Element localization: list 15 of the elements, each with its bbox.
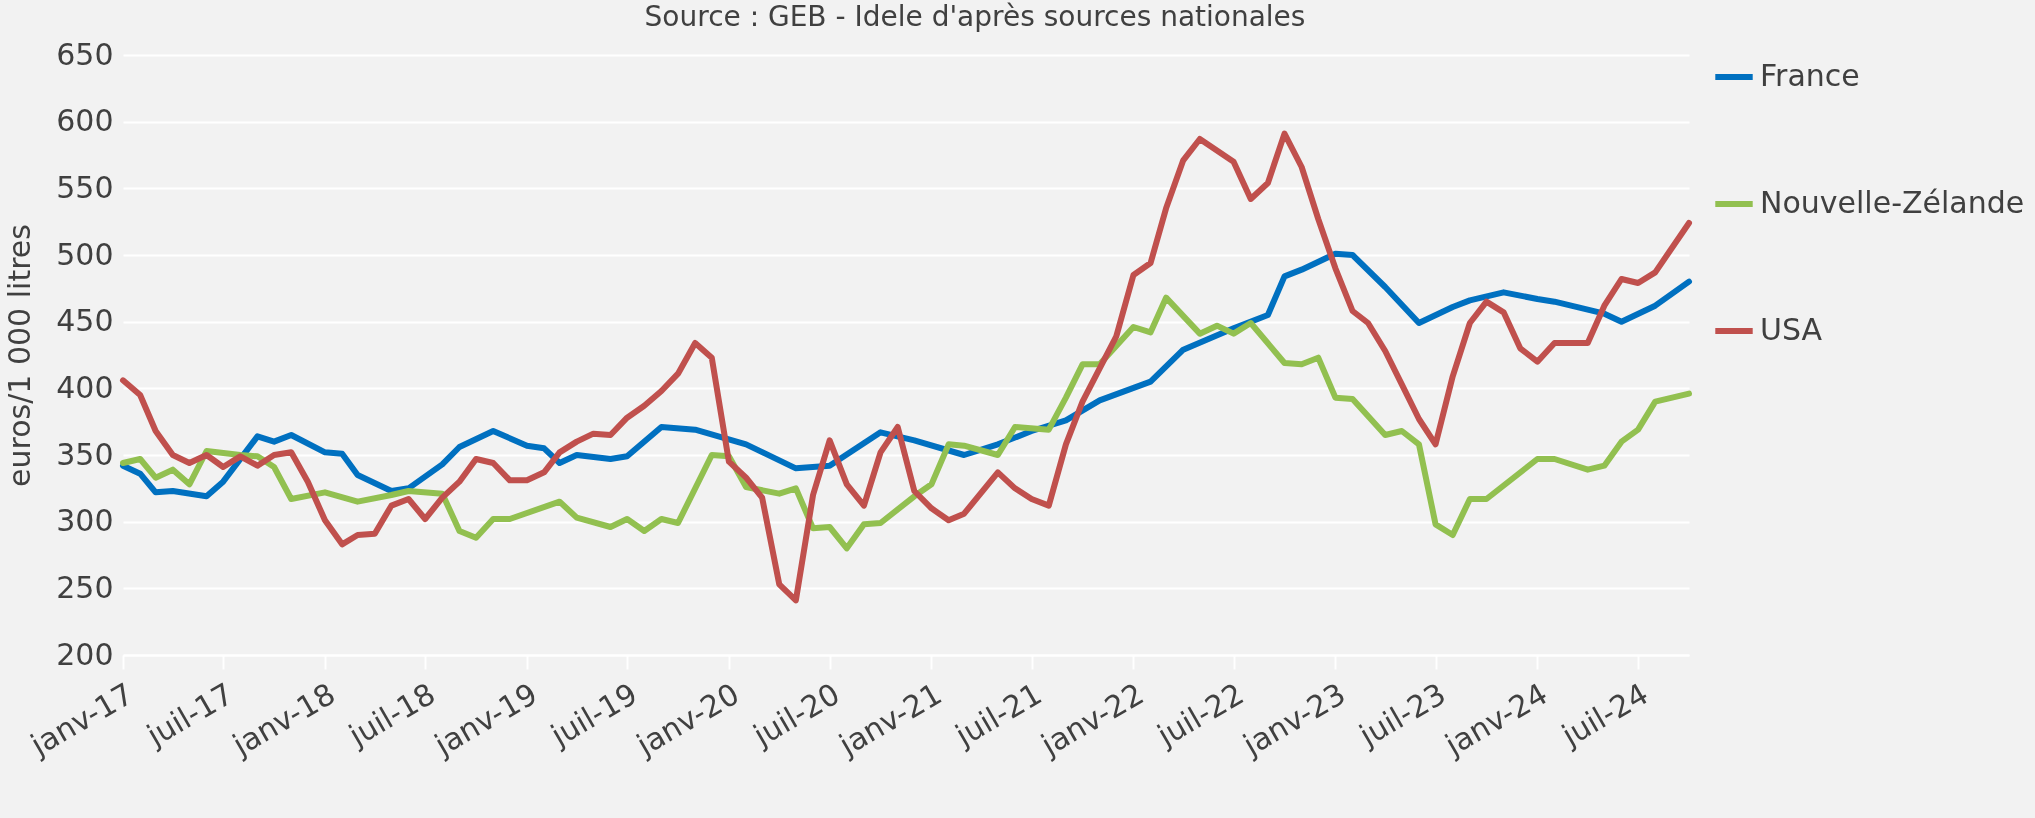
y-axis-title: euros/1 000 litres bbox=[2, 224, 38, 487]
y-tick-label: 350 bbox=[56, 436, 114, 472]
y-tick-label: 500 bbox=[56, 236, 114, 272]
y-tick-label: 200 bbox=[56, 636, 114, 672]
y-tick-label: 300 bbox=[56, 503, 114, 539]
y-tick-label: 400 bbox=[56, 369, 114, 405]
y-tick-label: 550 bbox=[56, 169, 114, 205]
y-tick-label: 450 bbox=[56, 303, 114, 339]
legend-label: Nouvelle-Zélande bbox=[1760, 185, 2025, 220]
y-tick-label: 650 bbox=[56, 36, 114, 72]
legend-label: USA bbox=[1760, 312, 1823, 347]
source-note: Source : GEB - Idele d'après sources nationales bbox=[643, 0, 1307, 34]
y-tick-label: 250 bbox=[56, 569, 114, 605]
legend-label: France bbox=[1760, 58, 1860, 93]
y-tick-label: 600 bbox=[56, 103, 114, 139]
